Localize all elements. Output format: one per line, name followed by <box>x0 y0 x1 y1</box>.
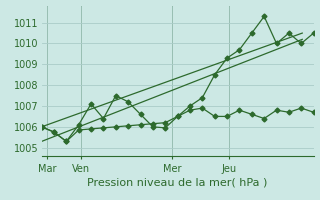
X-axis label: Pression niveau de la mer( hPa ): Pression niveau de la mer( hPa ) <box>87 178 268 188</box>
